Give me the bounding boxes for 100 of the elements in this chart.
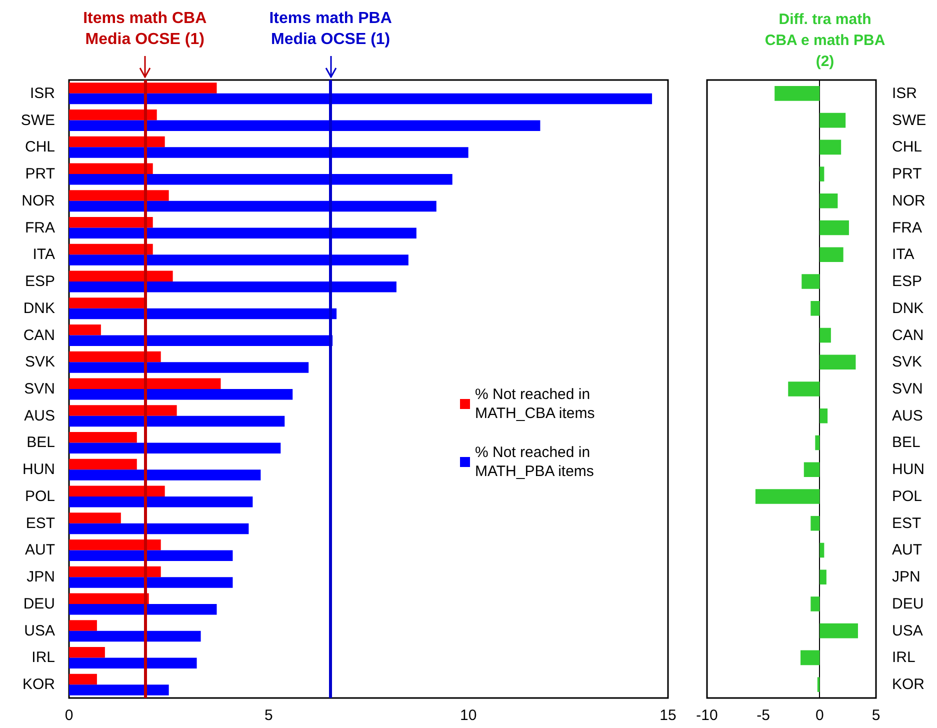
ref-line-label: Items math CBA Media OCSE (1) bbox=[82, 9, 208, 50]
bar bbox=[820, 140, 842, 155]
y-tick-label: JPN bbox=[26, 568, 55, 586]
y-tick-label: BEL bbox=[892, 434, 920, 452]
y-tick-label: SVN bbox=[24, 380, 55, 398]
y-tick-label: HUN bbox=[22, 461, 55, 478]
y-tick-label: KOR bbox=[22, 676, 56, 694]
y-tick-label: SVK bbox=[24, 354, 55, 371]
bar bbox=[69, 335, 333, 346]
y-tick-label: IRL bbox=[892, 649, 916, 666]
bar bbox=[69, 539, 161, 550]
y-tick-label: AUS bbox=[24, 407, 55, 424]
bar bbox=[69, 200, 436, 212]
bar bbox=[69, 630, 201, 642]
bar bbox=[802, 274, 820, 289]
bar bbox=[810, 301, 820, 316]
bar bbox=[69, 298, 145, 308]
bar bbox=[774, 86, 820, 101]
bar bbox=[69, 432, 137, 443]
bar bbox=[69, 389, 293, 400]
bar bbox=[69, 351, 161, 362]
bar bbox=[69, 308, 337, 320]
bar bbox=[69, 550, 233, 561]
bar bbox=[69, 646, 105, 658]
bar bbox=[69, 470, 261, 480]
y-tick-label: AUT bbox=[25, 542, 55, 559]
y-tick-label: SWE bbox=[892, 112, 926, 129]
bar bbox=[820, 166, 824, 182]
bar bbox=[755, 489, 820, 504]
bar bbox=[804, 462, 820, 477]
bar bbox=[820, 570, 826, 584]
x-tick-label: 5 bbox=[264, 707, 273, 724]
y-tick-label: NOR bbox=[22, 192, 56, 210]
bar bbox=[69, 362, 309, 373]
y-tick-label: EST bbox=[892, 514, 922, 532]
bar bbox=[69, 82, 217, 94]
y-tick-label: CAN bbox=[23, 326, 55, 344]
y-tick-label: EST bbox=[26, 514, 55, 532]
y-tick-label: KOR bbox=[892, 676, 925, 694]
bar bbox=[69, 496, 253, 508]
bar bbox=[69, 593, 149, 604]
y-tick-label: PRT bbox=[25, 166, 55, 183]
y-tick-label: POL bbox=[892, 488, 922, 505]
bar bbox=[69, 254, 408, 266]
bar bbox=[69, 190, 169, 201]
bar bbox=[820, 220, 849, 236]
bar bbox=[820, 408, 828, 424]
y-tick-label: IRL bbox=[32, 649, 55, 666]
bar bbox=[69, 136, 165, 148]
legend-label: % Not reached in MATH_PBA items bbox=[475, 444, 594, 480]
x-tick-label: -10 bbox=[696, 707, 718, 724]
bar bbox=[820, 194, 838, 208]
bar bbox=[817, 677, 820, 692]
bar bbox=[69, 658, 197, 668]
bar bbox=[815, 435, 820, 450]
y-tick-label: DNK bbox=[23, 300, 55, 317]
y-tick-label: DEU bbox=[892, 595, 924, 612]
bar bbox=[69, 442, 281, 454]
y-tick-label: SVK bbox=[892, 354, 922, 371]
bar bbox=[69, 566, 161, 578]
bar bbox=[69, 228, 416, 239]
y-tick-label: HUN bbox=[892, 461, 924, 478]
chart-title: Diff. tra math CBA e math PBA (2) bbox=[764, 11, 886, 70]
bar bbox=[820, 112, 846, 128]
y-tick-label: JPN bbox=[892, 568, 920, 586]
bar bbox=[69, 324, 101, 336]
bar bbox=[69, 512, 121, 524]
bar bbox=[69, 674, 97, 685]
bar bbox=[810, 596, 820, 612]
bar bbox=[810, 516, 820, 531]
y-tick-label: SVN bbox=[892, 380, 923, 398]
x-tick-label: 0 bbox=[815, 707, 824, 724]
y-tick-label: ITA bbox=[892, 246, 914, 264]
bar bbox=[69, 217, 153, 228]
y-tick-label: ESP bbox=[892, 273, 922, 290]
bar bbox=[69, 174, 452, 185]
bar bbox=[69, 110, 157, 120]
bar bbox=[820, 623, 858, 638]
y-tick-label: USA bbox=[892, 622, 923, 640]
y-tick-label: ESP bbox=[24, 273, 55, 290]
y-tick-label: PRT bbox=[892, 166, 922, 183]
x-tick-label: -5 bbox=[756, 707, 770, 724]
y-tick-label: DEU bbox=[23, 595, 55, 612]
bar bbox=[788, 382, 820, 396]
y-tick-label: POL bbox=[24, 488, 55, 505]
bar bbox=[69, 120, 540, 132]
y-tick-label: FRA bbox=[892, 219, 922, 236]
bar bbox=[820, 328, 831, 343]
bar bbox=[820, 354, 856, 370]
bar bbox=[69, 458, 137, 470]
y-tick-label: USA bbox=[24, 622, 55, 640]
bar bbox=[69, 577, 233, 588]
bar bbox=[69, 244, 153, 255]
y-tick-label: ITA bbox=[32, 246, 55, 264]
x-tick-label: 0 bbox=[64, 707, 74, 724]
bar bbox=[69, 405, 177, 416]
x-tick-label: 10 bbox=[460, 707, 477, 724]
y-tick-label: CAN bbox=[892, 326, 924, 344]
bar bbox=[69, 684, 169, 696]
bar bbox=[69, 378, 221, 389]
